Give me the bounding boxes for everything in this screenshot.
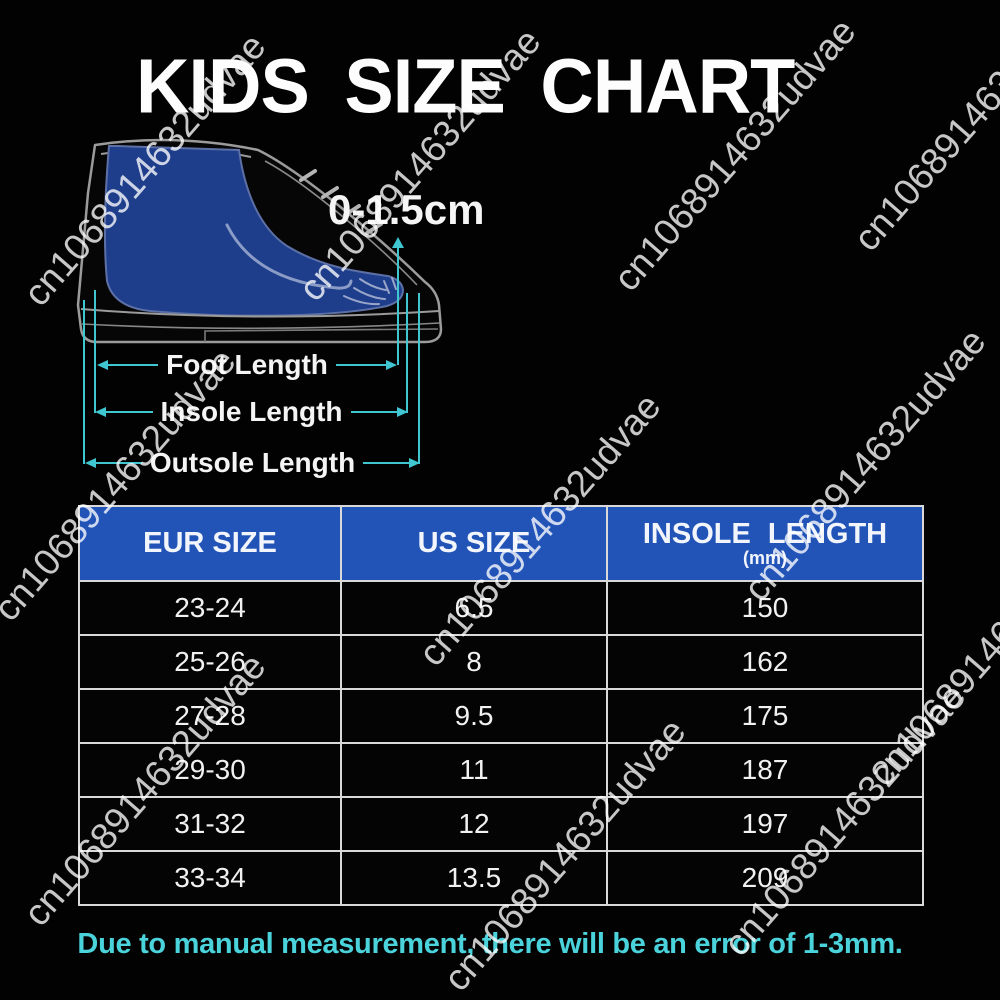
col-header-unit: (mm)	[743, 548, 787, 568]
eur-size-cell: 33-34	[78, 850, 342, 906]
table-header-row: EUR SIZE US SIZE INSOLE LENGTH (mm)	[78, 505, 924, 582]
measure-tick	[397, 247, 399, 365]
table-row: 33-34 13.5 209	[78, 850, 924, 906]
gap-arrow-up-icon	[392, 237, 404, 248]
page-title: KIDS SIZE CHART	[136, 43, 795, 130]
col-header-us-size: US SIZE	[340, 505, 608, 582]
insole-length-cell: 209	[606, 850, 924, 906]
us-size-cell: 6.5	[340, 580, 608, 636]
us-size-cell: 11	[340, 742, 608, 798]
table-row: 31-32 12 197	[78, 796, 924, 852]
table-row: 23-24 6.5 150	[78, 580, 924, 636]
measure-tick	[418, 293, 420, 464]
foot-silhouette	[103, 145, 405, 317]
sole-lines	[80, 308, 441, 342]
insole-length-cell: 162	[606, 634, 924, 690]
measure-insole-length: Insole Length	[95, 394, 408, 430]
us-size-cell: 9.5	[340, 688, 608, 744]
measure-tick	[94, 290, 96, 413]
measure-foot-length: Foot Length	[97, 347, 398, 383]
outsole-length-label: Outsole Length	[149, 447, 356, 478]
eur-size-cell: 23-24	[78, 580, 342, 636]
toe-lines	[343, 277, 397, 306]
shoe-diagram	[76, 138, 443, 344]
table-row: 27-28 9.5 175	[78, 688, 924, 744]
arrow-right-icon	[409, 458, 421, 468]
col-header-insole-length: INSOLE LENGTH (mm)	[606, 505, 924, 582]
arrow-left-icon	[95, 407, 106, 417]
insole-length-cell: 197	[606, 796, 924, 852]
foot-length-label: Foot Length	[166, 349, 328, 380]
us-size-cell: 13.5	[340, 850, 608, 906]
measure-tick	[83, 300, 85, 464]
eur-size-cell: 25-26	[78, 634, 342, 690]
insole-length-cell: 150	[606, 580, 924, 636]
table-row: 29-30 11 187	[78, 742, 924, 798]
measurement-disclaimer: Due to manual measurement, there will be…	[77, 928, 903, 960]
arrow-left-icon	[85, 458, 96, 468]
us-size-cell: 8	[340, 634, 608, 690]
col-header-eur-size: EUR SIZE	[78, 505, 342, 582]
measure-outsole-length: Outsole Length	[85, 445, 421, 481]
table-row: 25-26 8 162	[78, 634, 924, 690]
eur-size-cell: 29-30	[78, 742, 342, 798]
eur-size-cell: 31-32	[78, 796, 342, 852]
toe-gap-label: 0-1.5cm	[328, 186, 485, 233]
shoe-front-seam	[264, 160, 418, 286]
lace-hooks	[299, 169, 383, 235]
ankle-curve	[225, 223, 353, 290]
us-size-cell: 12	[340, 796, 608, 852]
watermark-text: cn1068914632udvae	[845, 0, 1000, 259]
arrow-left-icon	[97, 360, 108, 370]
eur-size-cell: 27-28	[78, 688, 342, 744]
arrow-right-icon	[386, 360, 398, 370]
insole-length-label: Insole Length	[160, 396, 343, 427]
insole-length-cell: 187	[606, 742, 924, 798]
size-table: EUR SIZE US SIZE INSOLE LENGTH (mm) 23-2…	[78, 505, 924, 906]
arrow-right-icon	[397, 407, 408, 417]
measure-tick	[406, 293, 408, 413]
insole-length-cell: 175	[606, 688, 924, 744]
